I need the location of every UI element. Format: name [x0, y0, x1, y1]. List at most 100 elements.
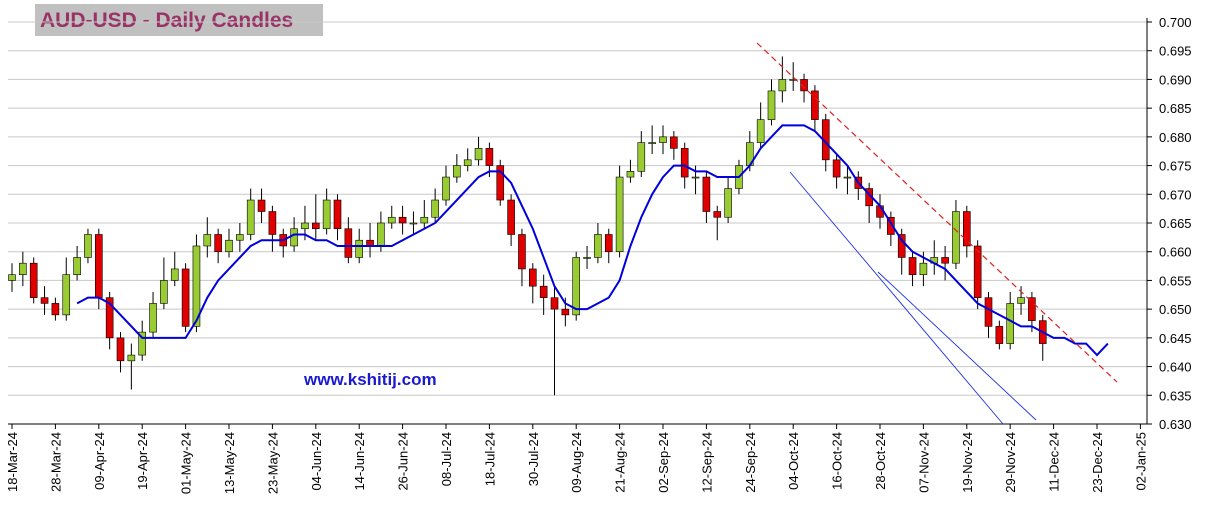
candle-body	[84, 234, 92, 258]
candle-body	[897, 234, 906, 258]
candle-body	[127, 354, 136, 362]
candle-body	[528, 268, 537, 287]
candle-body	[908, 257, 917, 275]
candle-body	[62, 274, 71, 316]
candle-body	[138, 331, 146, 356]
candle-body	[181, 268, 190, 327]
support-trendline	[877, 271, 1037, 421]
x-tick-label: 01-May-24	[179, 432, 194, 494]
x-tick-label: 04-Oct-24	[786, 432, 801, 490]
chart-title: AUD-USD - Daily Candles	[40, 9, 293, 32]
candle-body	[778, 79, 787, 92]
candle-body	[322, 199, 331, 230]
x-tick-label: 13-May-24	[222, 432, 237, 494]
x-tick-label: 23-Dec-24	[1090, 432, 1105, 493]
candle-body	[648, 142, 656, 144]
candle-body	[95, 234, 103, 298]
support-trendline	[789, 171, 1004, 425]
y-tick-label: 0.665	[1159, 216, 1192, 231]
candle-body	[355, 239, 364, 258]
candle-body	[333, 199, 342, 230]
candle-body	[887, 216, 895, 235]
candle-body	[941, 257, 949, 264]
candle-body	[40, 297, 49, 304]
candle-body	[257, 199, 266, 212]
candle-body	[713, 211, 722, 218]
candle-body	[192, 245, 201, 327]
candle-body	[377, 222, 385, 247]
candle-body	[691, 176, 700, 179]
x-tick-label: 07-Nov-24	[916, 432, 931, 493]
candle-body	[290, 228, 298, 247]
y-tick-label: 0.690	[1159, 72, 1192, 87]
candle-body	[843, 176, 852, 179]
candle-body	[420, 216, 429, 224]
y-tick-label: 0.680	[1159, 130, 1192, 145]
candle-body	[160, 280, 168, 304]
y-tick-label: 0.700	[1159, 15, 1192, 30]
candle-body	[409, 222, 418, 225]
candle-body	[539, 285, 548, 298]
candle-body	[8, 274, 16, 281]
candle-body	[1006, 303, 1015, 344]
candle-body	[952, 211, 960, 264]
candle-body	[19, 262, 27, 275]
candle-body	[550, 297, 559, 310]
candle-body	[615, 176, 624, 253]
candle-body	[800, 79, 808, 92]
candle-body	[203, 234, 212, 247]
y-tick-label: 0.695	[1159, 44, 1192, 59]
candle-body	[311, 222, 320, 230]
candle-body	[1028, 297, 1036, 321]
title-box	[35, 4, 323, 36]
x-tick-label: 28-Mar-24	[48, 432, 63, 492]
candle-body	[1017, 297, 1025, 304]
candle-body	[583, 257, 591, 259]
x-tick-label: 21-Aug-24	[613, 432, 628, 493]
candle-body	[811, 90, 819, 120]
x-tick-label: 14-Jun-24	[352, 432, 367, 491]
candle-body	[116, 337, 125, 362]
candle-body	[637, 142, 646, 172]
x-tick-label: 26-Jun-24	[396, 432, 411, 491]
y-tick-label: 0.660	[1159, 245, 1192, 260]
candle-body	[919, 262, 928, 275]
y-tick-label: 0.675	[1159, 159, 1192, 174]
x-tick-label: 12-Sep-24	[699, 432, 714, 493]
candle-body	[507, 199, 515, 235]
y-tick-label: 0.685	[1159, 101, 1192, 116]
candle-body	[973, 245, 982, 298]
candle-body	[453, 165, 461, 178]
x-tick-label: 28-Oct-24	[873, 432, 888, 490]
candle-body	[496, 165, 505, 201]
candle-body	[301, 222, 309, 230]
y-tick-label: 0.635	[1159, 388, 1192, 403]
candle-body	[431, 199, 439, 218]
y-tick-label: 0.670	[1159, 187, 1192, 202]
candle-body	[105, 297, 114, 339]
x-tick-label: 19-Nov-24	[960, 432, 975, 493]
x-tick-label: 09-Aug-24	[569, 432, 584, 493]
candle-body	[485, 148, 494, 166]
candle-body	[51, 303, 60, 316]
candle-body	[344, 228, 353, 258]
y-tick-label: 0.640	[1159, 360, 1192, 375]
candle-body	[604, 234, 613, 253]
candle-body	[670, 136, 678, 149]
candle-body	[756, 119, 765, 143]
candle-body	[398, 216, 407, 224]
candle-body	[236, 234, 244, 241]
y-tick-label: 0.630	[1159, 417, 1192, 432]
candle-body	[214, 234, 222, 253]
candle-body	[170, 268, 179, 281]
candle-body	[767, 90, 776, 120]
candle-body	[659, 136, 667, 143]
y-tick-label: 0.655	[1159, 273, 1192, 288]
candle-body	[474, 148, 483, 161]
candle-body	[149, 303, 157, 333]
x-tick-label: 16-Oct-24	[830, 432, 845, 490]
y-tick-label: 0.645	[1159, 331, 1192, 346]
candle-body	[73, 257, 81, 275]
x-tick-label: 09-Apr-24	[92, 432, 107, 490]
